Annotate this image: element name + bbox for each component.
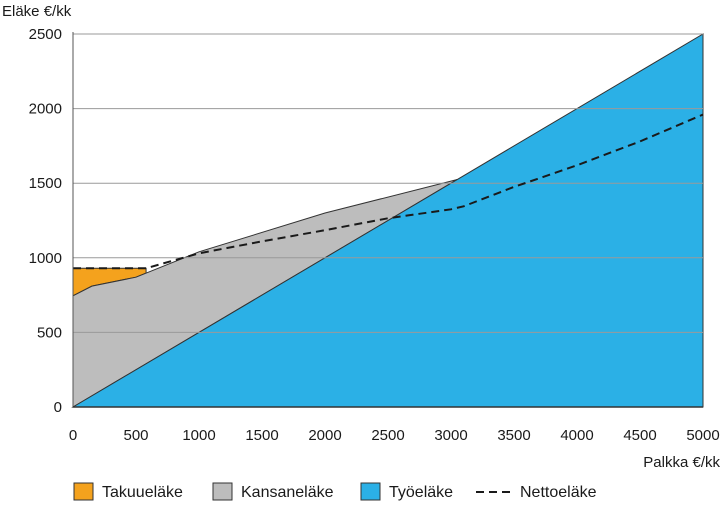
axes-layer: [72, 32, 703, 408]
legend-swatch: [73, 482, 94, 501]
y-tick-label: 500: [37, 324, 62, 341]
x-tick-label: 3000: [434, 427, 467, 444]
x-tick-label: 5000: [686, 427, 719, 444]
x-tick-label: 4500: [623, 427, 656, 444]
y-tick-label: 0: [54, 399, 62, 416]
legend: Takuueläke Kansaneläke Työeläke Nettoeläke: [73, 482, 597, 501]
legend-item-tyo: Työeläke: [360, 482, 453, 501]
y-tick-label: 2000: [29, 101, 62, 118]
legend-item-netto: Nettoeläke: [476, 484, 597, 501]
legend-label: Työeläke: [389, 484, 453, 501]
x-tick-label: 500: [123, 427, 148, 444]
y-tick-label: 1000: [29, 250, 62, 267]
netto-line: [73, 113, 704, 270]
tyo-area: [71, 33, 704, 408]
y-tick-label: 2500: [29, 26, 62, 43]
x-tick-label: 3500: [497, 427, 530, 444]
x-tick-label: 1000: [182, 427, 215, 444]
x-axis-label: Palkka €/kk: [643, 454, 720, 471]
x-tick-label: 0: [69, 427, 77, 444]
y-tick-label: 1500: [29, 175, 62, 192]
x-tick-label: 2500: [371, 427, 404, 444]
legend-swatch: [212, 482, 233, 501]
area-layer: [71, 33, 704, 408]
legend-label: Nettoeläke: [520, 484, 597, 501]
tick-layer: 0 500 1000 1500 2000 2500 0 500 1000 1500 2000 2500…: [29, 26, 720, 444]
grid-layer: [73, 33, 703, 333]
legend-item-kansa: Kansaneläke: [212, 482, 334, 501]
x-tick-label: 2000: [308, 427, 341, 444]
legend-item-takuu: Takuueläke: [73, 482, 183, 501]
x-tick-label: 4000: [560, 427, 593, 444]
x-tick-label: 1500: [245, 427, 278, 444]
legend-swatch: [360, 482, 381, 501]
line-layer: [73, 113, 704, 270]
legend-label: Takuueläke: [102, 484, 183, 501]
legend-label: Kansaneläke: [241, 484, 334, 501]
y-axis-label: Eläke €/kk: [2, 3, 72, 20]
